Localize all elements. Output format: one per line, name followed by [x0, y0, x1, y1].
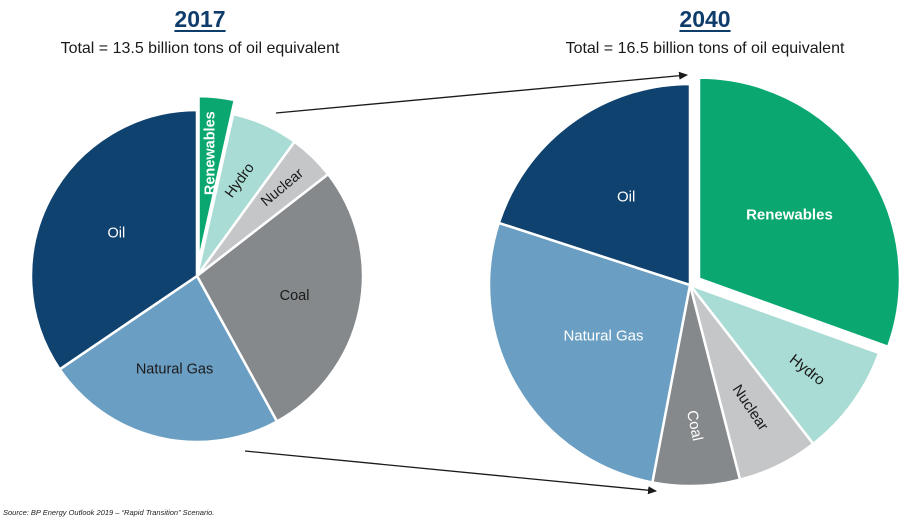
pie-2040-slice-renewables — [697, 76, 902, 349]
pie-2040-slice-natural-gas — [487, 221, 692, 484]
connector-arrow-bottom — [244, 450, 657, 495]
source-note: Source: BP Energy Outlook 2019 – “Rapid … — [3, 508, 215, 517]
chart-2040-title: 2040 — [679, 6, 731, 32]
pie-2040-slice-oil — [497, 82, 692, 287]
pie-2040-label-natural-gas: Natural Gas — [563, 328, 643, 345]
pie-2017-slice-natural-gas — [58, 274, 279, 444]
connector-arrow-top — [275, 71, 688, 114]
pie-2017-label-oil: Oil — [107, 225, 125, 241]
pie-2017-slice-renewables — [197, 94, 236, 264]
pie-2040-label-renewables: Renewables — [746, 207, 833, 224]
pie-2017-slice-oil — [29, 108, 199, 371]
pie-2017-label-natural-gas: Natural Gas — [136, 362, 213, 378]
chart-2017-subtitle: Total = 13.5 billion tons of oil equival… — [60, 40, 340, 57]
chart-2040-subtitle: Total = 16.5 billion tons of oil equival… — [565, 40, 845, 57]
pie-2040-label-coal: Coal — [683, 409, 706, 443]
pie-2017-label-renewables: Renewables — [203, 111, 219, 195]
pie-2017-label-coal: Coal — [280, 288, 310, 304]
pie-2040-slice-hydro — [688, 283, 881, 446]
pie-2017-slice-coal — [195, 173, 365, 423]
pie-2040-label-oil: Oil — [617, 189, 635, 206]
chart-2017-title: 2017 — [174, 6, 226, 32]
